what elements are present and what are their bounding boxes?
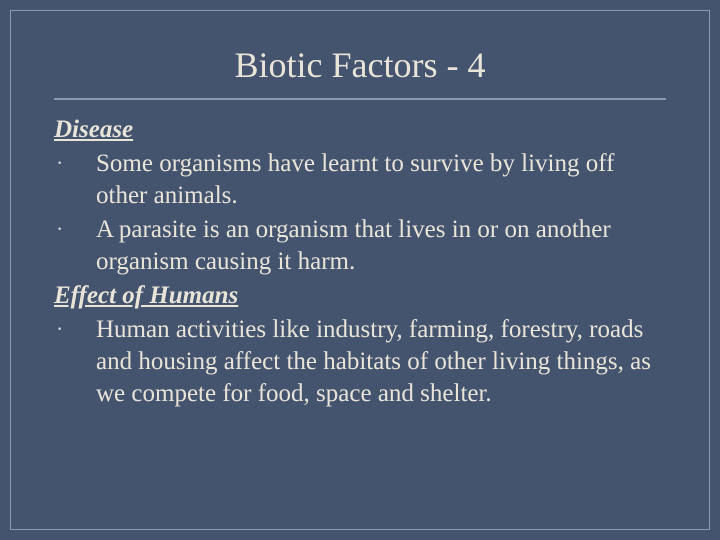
- bullet-marker-icon: ·: [54, 148, 96, 179]
- bullet-text: Human activities like industry, farming,…: [96, 314, 666, 410]
- title-underline: [54, 98, 666, 100]
- bullet-marker-icon: ·: [54, 314, 96, 345]
- section-heading-disease: Disease: [54, 114, 666, 146]
- slide-title: Biotic Factors - 4: [58, 44, 662, 86]
- bullet-item: · Some organisms have learnt to survive …: [54, 148, 666, 212]
- bullet-item: · A parasite is an organism that lives i…: [54, 214, 666, 278]
- bullet-item: · Human activities like industry, farmin…: [54, 314, 666, 410]
- bullet-marker-icon: ·: [54, 214, 96, 245]
- slide: Biotic Factors - 4 Disease · Some organi…: [0, 0, 720, 540]
- slide-content: Disease · Some organisms have learnt to …: [18, 114, 702, 410]
- bullet-text: Some organisms have learnt to survive by…: [96, 148, 666, 212]
- section-heading-effect-of-humans: Effect of Humans: [54, 280, 666, 312]
- bullet-text: A parasite is an organism that lives in …: [96, 214, 666, 278]
